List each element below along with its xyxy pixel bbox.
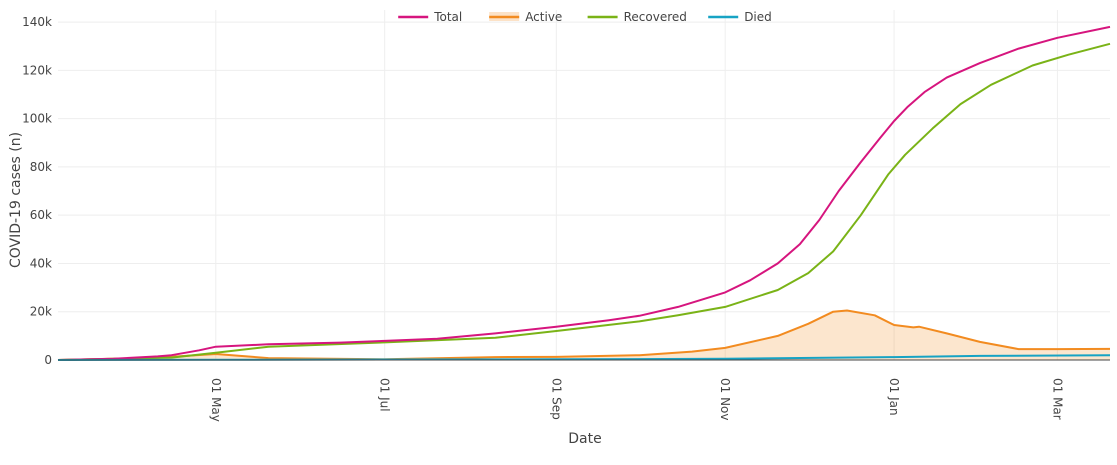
y-tick-label: 140k [22, 15, 52, 29]
x-tick-label: 01 Nov [718, 378, 732, 421]
x-tick-label: 01 Jul [378, 378, 392, 412]
x-axis-title: Date [568, 431, 601, 447]
axes: 0 20k 40k 60k 80k 100k 120k 140k 01 May 01 Jul 01 … [22, 15, 1110, 422]
y-tick-label: 20k [30, 305, 52, 319]
legend-item-total[interactable]: Total [398, 10, 462, 24]
y-tick-label: 80k [30, 160, 52, 174]
legend-label: Died [744, 10, 772, 24]
y-tick-label: 0 [44, 353, 52, 367]
gridlines [58, 10, 1110, 361]
x-tick-label: 01 Jan [887, 378, 901, 416]
x-tick-label: 01 May [209, 378, 223, 422]
y-tick-label: 100k [22, 112, 52, 126]
y-tick-label: 120k [22, 63, 52, 77]
legend-label: Total [433, 10, 462, 24]
legend[interactable]: Total Active Recovered Died [398, 10, 772, 24]
series-line-total[interactable] [57, 25, 1111, 361]
legend-item-died[interactable]: Died [708, 10, 772, 24]
x-tick-label: 01 Mar [1050, 378, 1064, 420]
series-area-active [58, 310, 1110, 360]
series-line-recovered[interactable] [57, 42, 1111, 361]
y-tick-label: 60k [30, 208, 52, 222]
y-axis-title: COVID-19 cases (n) [8, 132, 24, 268]
x-tick-label: 01 Sep [549, 378, 563, 420]
legend-item-active[interactable]: Active [489, 10, 562, 24]
y-tick-label: 40k [30, 256, 52, 270]
legend-label: Active [525, 10, 562, 24]
legend-label: Recovered [624, 10, 687, 24]
legend-item-recovered[interactable]: Recovered [587, 10, 687, 24]
